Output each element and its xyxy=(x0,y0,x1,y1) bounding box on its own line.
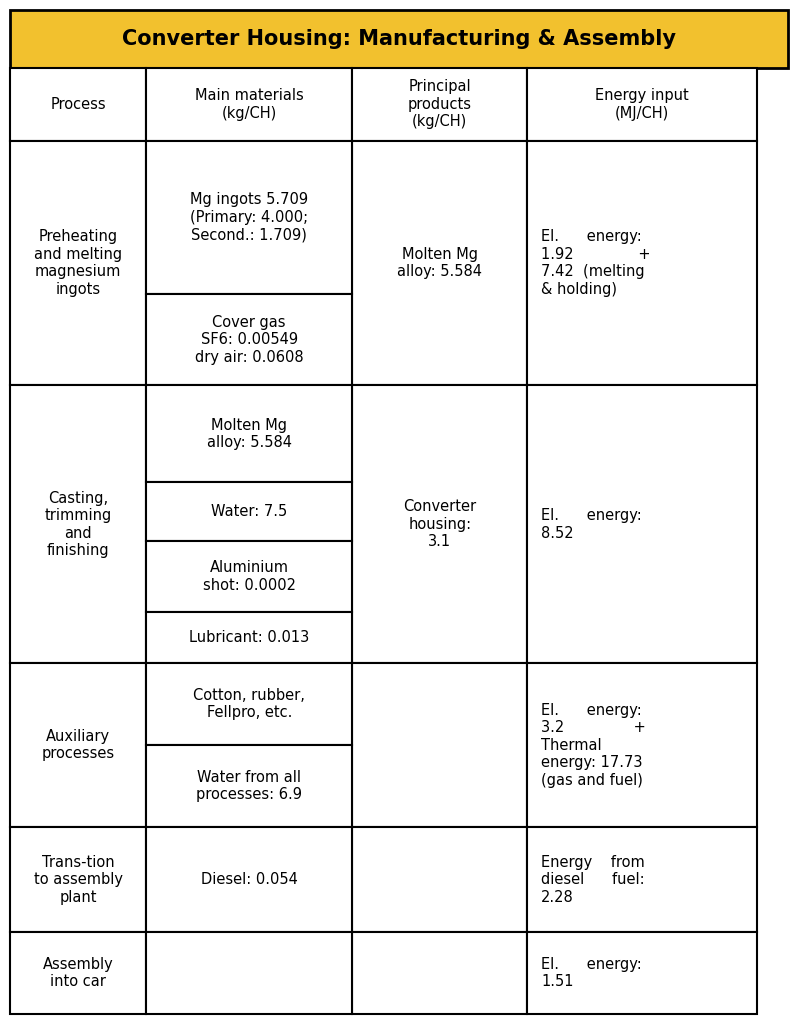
Bar xyxy=(527,69,757,140)
Text: El.      energy:
3.2               +
Thermal
energy: 17.73
(gas and fuel): El. energy: 3.2 + Thermal energy: 17.73 … xyxy=(541,702,646,787)
Bar xyxy=(10,664,146,827)
Text: Converter
housing:
3.1: Converter housing: 3.1 xyxy=(403,500,476,549)
Bar xyxy=(527,827,757,932)
Bar xyxy=(10,385,146,664)
Text: Lubricant: 0.013: Lubricant: 0.013 xyxy=(189,630,310,645)
Bar xyxy=(146,612,353,664)
Bar xyxy=(10,69,146,140)
Text: Trans-tion
to assembly
plant: Trans-tion to assembly plant xyxy=(34,855,123,904)
Text: Mg ingots 5.709
(Primary: 4.000;
Second.: 1.709): Mg ingots 5.709 (Primary: 4.000; Second.… xyxy=(190,193,308,243)
Bar xyxy=(353,664,527,827)
Text: Water from all
processes: 6.9: Water from all processes: 6.9 xyxy=(196,770,302,803)
Text: Water: 7.5: Water: 7.5 xyxy=(211,504,287,519)
Text: El.      energy:
1.51: El. energy: 1.51 xyxy=(541,956,642,989)
Text: Process: Process xyxy=(50,97,106,112)
Bar xyxy=(146,294,353,385)
Bar xyxy=(146,482,353,542)
Text: Auxiliary
processes: Auxiliary processes xyxy=(41,729,115,762)
Bar xyxy=(353,827,527,932)
Bar xyxy=(146,745,353,827)
Text: Principal
products
(kg/CH): Principal products (kg/CH) xyxy=(408,80,472,129)
Bar xyxy=(146,542,353,612)
Text: Preheating
and melting
magnesium
ingots: Preheating and melting magnesium ingots xyxy=(34,229,122,297)
Bar xyxy=(527,932,757,1014)
Text: Cotton, rubber,
Fellpro, etc.: Cotton, rubber, Fellpro, etc. xyxy=(193,688,305,721)
Text: Cover gas
SF6: 0.00549
dry air: 0.0608: Cover gas SF6: 0.00549 dry air: 0.0608 xyxy=(195,315,303,365)
Text: Diesel: 0.054: Diesel: 0.054 xyxy=(201,872,298,887)
Text: El.      energy:
1.92              +
7.42  (melting
& holding): El. energy: 1.92 + 7.42 (melting & holdi… xyxy=(541,229,650,297)
Bar xyxy=(527,140,757,385)
Text: Casting,
trimming
and
finishing: Casting, trimming and finishing xyxy=(45,490,112,558)
Text: Main materials
(kg/CH): Main materials (kg/CH) xyxy=(195,88,303,121)
Bar xyxy=(146,140,353,294)
Bar xyxy=(527,664,757,827)
Bar xyxy=(353,385,527,664)
Bar xyxy=(146,385,353,482)
Text: Energy input
(MJ/CH): Energy input (MJ/CH) xyxy=(595,88,689,121)
Text: El.      energy:
8.52: El. energy: 8.52 xyxy=(541,508,642,541)
Bar xyxy=(146,932,353,1014)
Text: Assembly
into car: Assembly into car xyxy=(43,956,113,989)
Bar xyxy=(527,385,757,664)
Bar xyxy=(353,140,527,385)
Text: Molten Mg
alloy: 5.584: Molten Mg alloy: 5.584 xyxy=(207,418,292,450)
Bar xyxy=(146,69,353,140)
Text: Aluminium
shot: 0.0002: Aluminium shot: 0.0002 xyxy=(203,560,296,593)
Bar xyxy=(10,10,788,69)
Text: Molten Mg
alloy: 5.584: Molten Mg alloy: 5.584 xyxy=(397,247,482,280)
Bar xyxy=(146,664,353,745)
Bar xyxy=(10,827,146,932)
Bar xyxy=(146,827,353,932)
Bar xyxy=(10,932,146,1014)
Bar xyxy=(353,932,527,1014)
Text: Energy    from
diesel      fuel:
2.28: Energy from diesel fuel: 2.28 xyxy=(541,855,645,904)
Text: Converter Housing: Manufacturing & Assembly: Converter Housing: Manufacturing & Assem… xyxy=(122,29,676,49)
Bar xyxy=(10,140,146,385)
Bar xyxy=(353,69,527,140)
